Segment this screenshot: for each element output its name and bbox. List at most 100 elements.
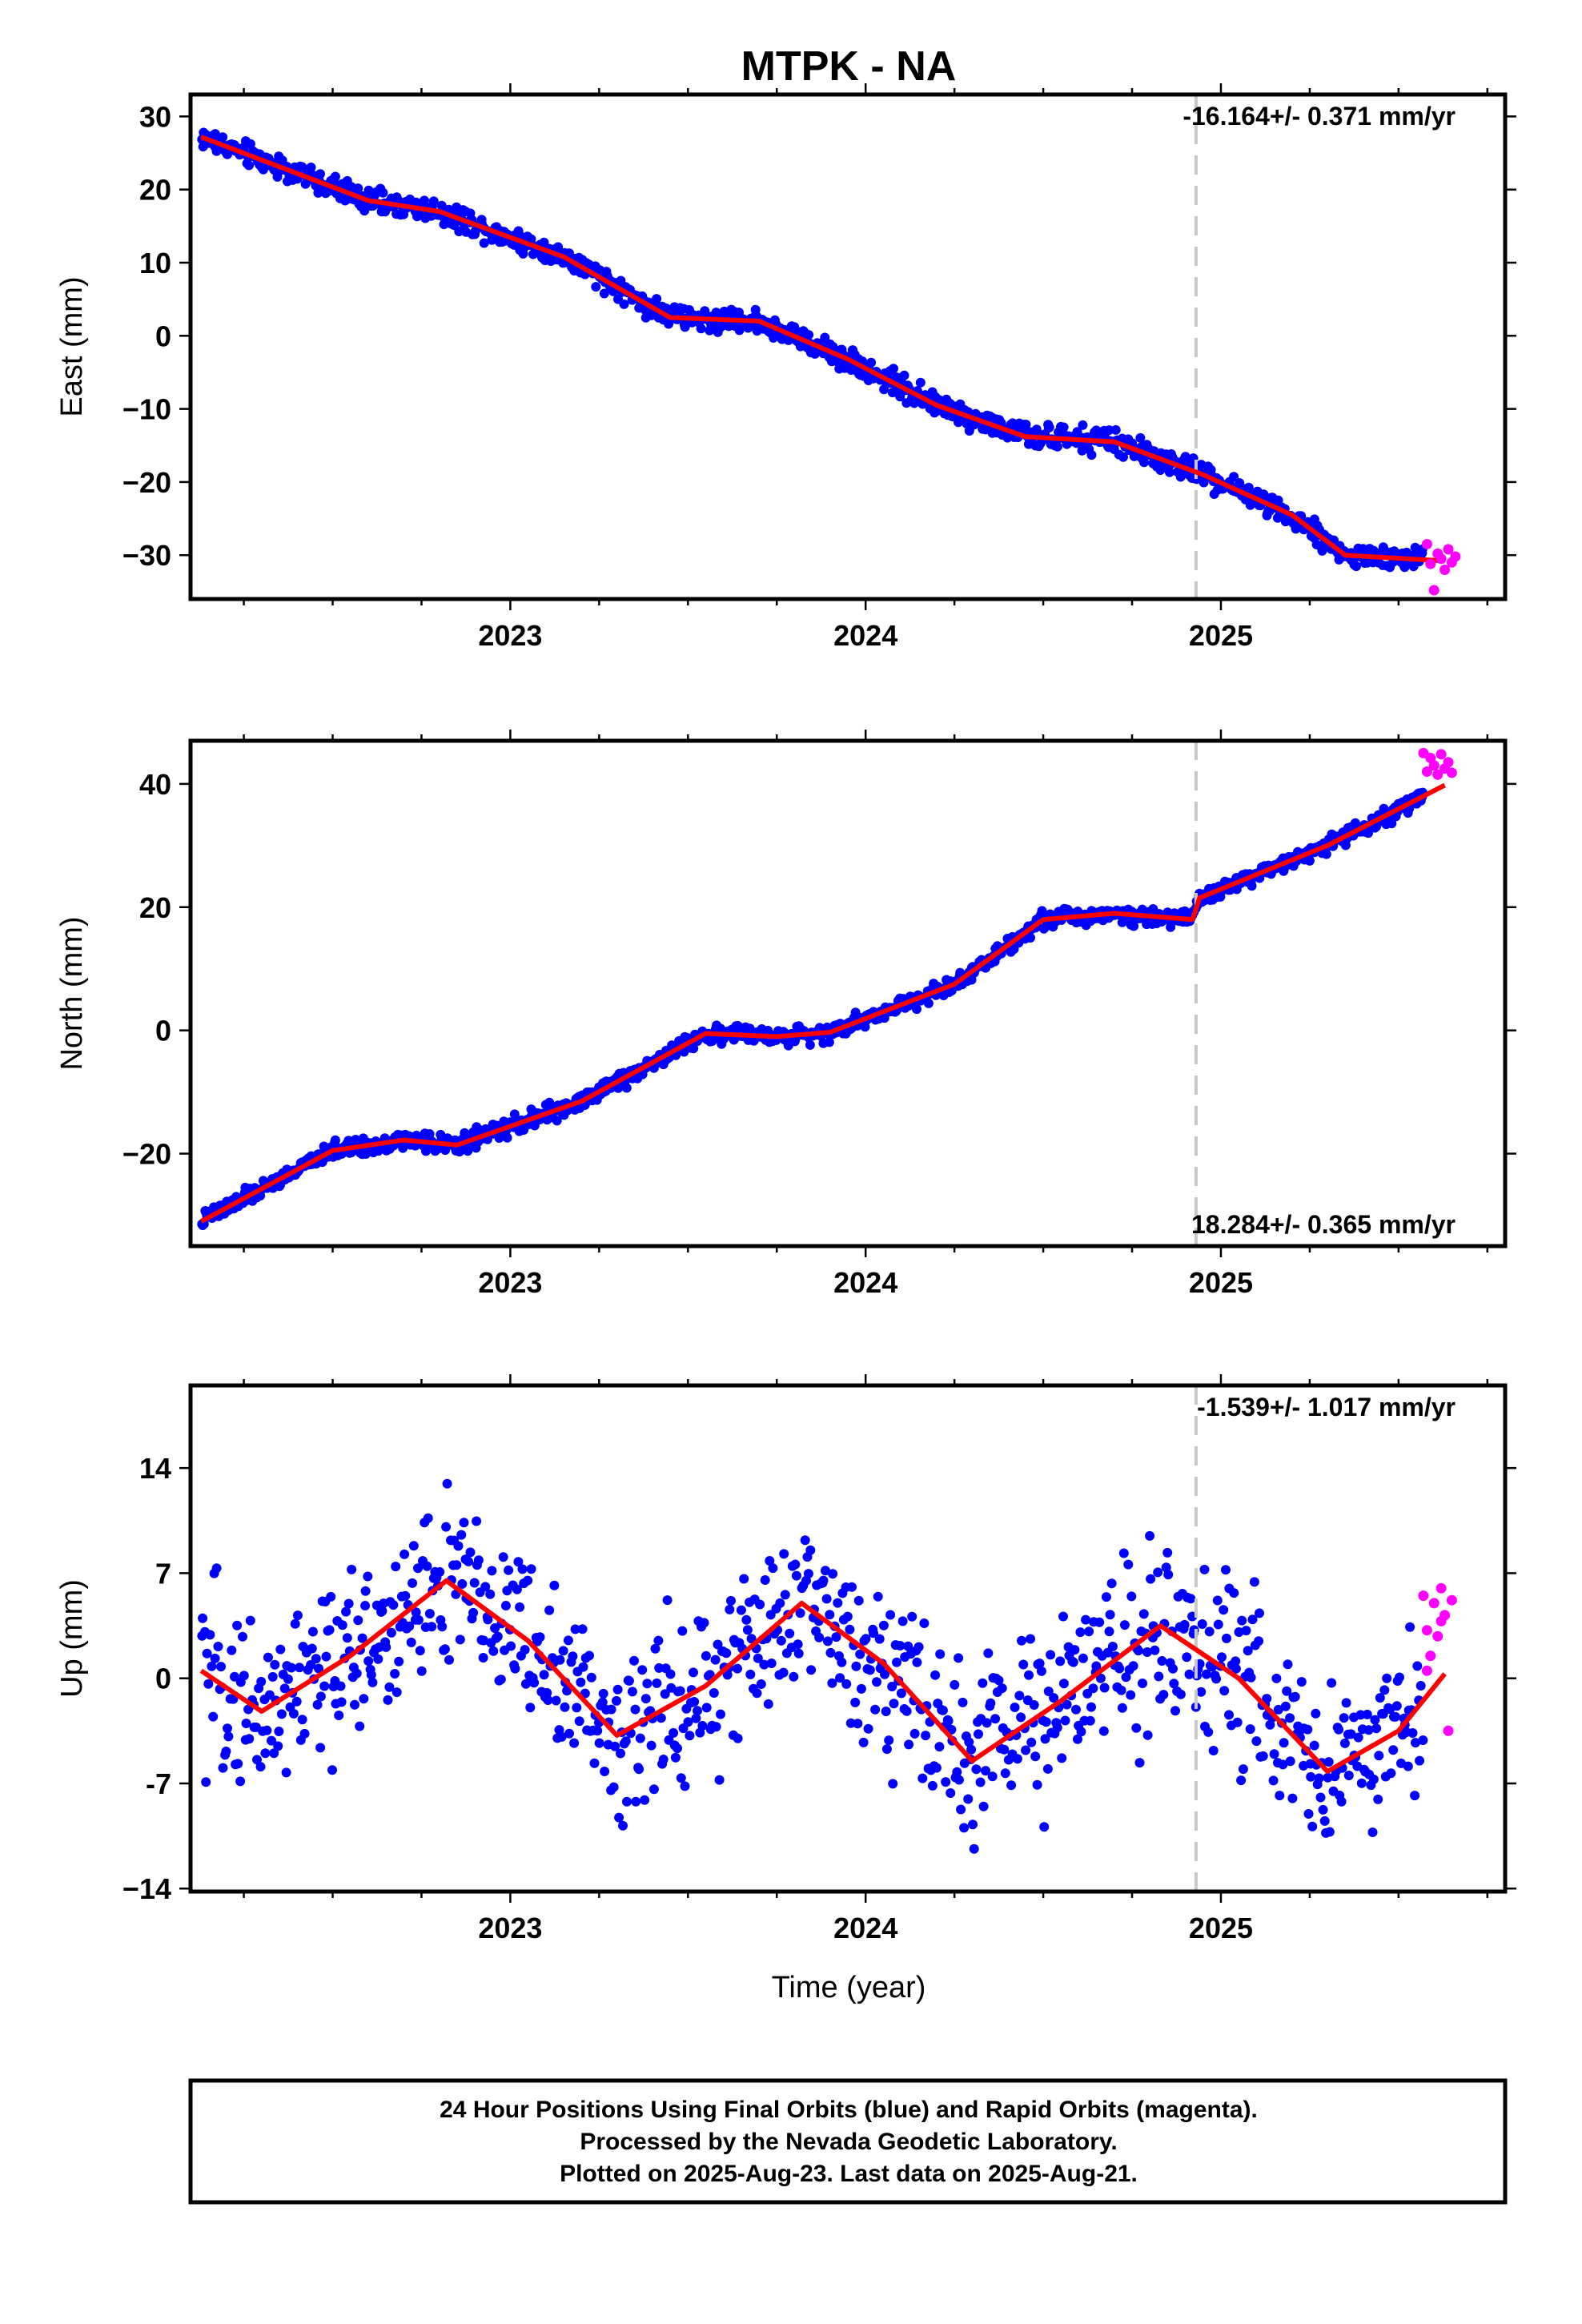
final-orbit-point <box>966 1744 977 1755</box>
final-orbit-point <box>441 1522 452 1532</box>
final-orbit-point <box>469 1578 480 1588</box>
final-orbit-point <box>312 1699 323 1710</box>
final-orbit-point <box>858 1737 869 1747</box>
final-orbit-point <box>391 1687 402 1698</box>
final-orbit-point <box>517 1564 528 1574</box>
final-orbit-point <box>411 1607 421 1618</box>
final-orbit-point <box>1231 1663 1241 1674</box>
final-orbit-point <box>1060 1715 1070 1726</box>
final-orbit-point <box>733 1733 743 1743</box>
final-orbit-point <box>415 1646 425 1656</box>
final-orbit-point <box>1336 1796 1347 1807</box>
final-orbit-point <box>1058 1679 1069 1689</box>
final-orbit-point <box>987 1771 998 1782</box>
final-orbit-point <box>1058 1611 1068 1622</box>
final-orbit-point <box>821 1566 830 1576</box>
final-orbit-point <box>1107 1642 1118 1651</box>
final-orbit-point <box>330 1135 340 1145</box>
final-orbit-point <box>324 1625 335 1635</box>
final-orbit-point <box>1116 1685 1126 1695</box>
final-orbit-point <box>525 1703 536 1713</box>
final-orbit-point <box>721 1648 732 1659</box>
final-orbit-point <box>239 1671 249 1681</box>
rapid-orbit-points <box>1421 539 1461 596</box>
y-tick-label: −30 <box>122 539 171 572</box>
final-orbit-point <box>869 1628 878 1638</box>
final-orbit-point <box>279 1683 290 1694</box>
model-fit-line <box>199 1578 1447 1774</box>
final-orbit-point <box>1076 1727 1086 1737</box>
final-orbit-point <box>1153 1567 1163 1578</box>
final-orbit-point <box>227 1645 237 1655</box>
final-orbit-point <box>1224 1710 1234 1720</box>
final-orbit-point <box>716 1709 725 1719</box>
final-orbit-point <box>974 1729 983 1739</box>
final-orbit-point <box>1021 420 1031 430</box>
final-orbit-point <box>665 1669 676 1679</box>
final-orbit-point <box>658 1755 669 1764</box>
final-orbit-point <box>739 1574 749 1584</box>
final-orbit-point <box>892 1657 901 1667</box>
final-orbit-point <box>614 1812 624 1823</box>
final-orbit-point <box>326 1591 336 1602</box>
final-orbit-point <box>520 1645 530 1655</box>
final-orbit-point <box>1052 1723 1062 1733</box>
final-orbit-point <box>210 129 220 139</box>
final-orbit-point <box>610 1741 620 1751</box>
footer-line-3: Plotted on 2025-Aug-23. Last data on 202… <box>560 2161 1138 2187</box>
final-orbit-point <box>1040 1734 1050 1744</box>
final-orbit-point <box>520 1679 531 1689</box>
final-orbit-point <box>363 1656 374 1667</box>
final-orbit-point <box>935 1649 946 1659</box>
final-orbit-point <box>267 1671 278 1682</box>
final-orbit-point <box>391 1562 401 1572</box>
final-orbit-point <box>207 1661 217 1671</box>
final-orbit-point <box>1186 1594 1196 1604</box>
final-orbit-point <box>791 1570 801 1581</box>
final-orbit-point <box>842 1611 853 1622</box>
final-orbit-point <box>1254 1636 1264 1647</box>
final-orbit-point <box>542 1687 552 1698</box>
final-orbit-point <box>1262 1694 1272 1704</box>
final-orbit-point <box>1236 1775 1247 1786</box>
final-orbit-point <box>912 1657 922 1667</box>
final-orbit-point <box>286 1663 296 1673</box>
final-orbit-point <box>701 1651 711 1661</box>
final-orbit-point <box>1017 1635 1026 1646</box>
final-orbit-point <box>1219 1605 1229 1615</box>
final-orbit-point <box>574 1716 584 1727</box>
final-orbit-point <box>1184 1669 1195 1679</box>
final-orbit-point <box>1024 1670 1034 1680</box>
final-orbit-point <box>851 1661 861 1671</box>
final-orbit-points <box>197 127 1427 573</box>
final-orbit-point <box>384 1682 395 1692</box>
final-orbit-point <box>442 1478 452 1489</box>
final-orbit-point <box>1021 1745 1031 1755</box>
final-orbit-point <box>1411 1738 1420 1748</box>
final-orbit-point <box>986 1698 996 1708</box>
final-orbit-point <box>1118 452 1128 462</box>
final-orbit-point <box>675 1686 685 1696</box>
final-orbit-point <box>878 1620 889 1630</box>
final-orbit-point <box>662 1595 673 1606</box>
final-orbit-point <box>576 1677 586 1687</box>
final-orbit-point <box>1119 1620 1130 1630</box>
final-orbit-point <box>598 1688 608 1699</box>
model-fit-line <box>199 782 1446 1224</box>
final-orbit-point <box>1407 1728 1418 1738</box>
final-orbit-point <box>1362 1709 1372 1719</box>
final-orbit-point <box>523 1575 533 1586</box>
final-orbit-point <box>823 1636 833 1647</box>
final-orbit-point <box>264 1690 275 1700</box>
final-orbit-point <box>1099 1683 1110 1693</box>
final-orbit-point <box>315 1743 326 1753</box>
final-orbit-point <box>1039 1822 1050 1832</box>
y-tick-label: −14 <box>122 1872 171 1905</box>
final-orbit-point <box>1179 906 1190 916</box>
final-orbit-point <box>1265 1719 1275 1730</box>
final-orbit-point <box>956 1804 966 1815</box>
final-orbit-point <box>759 1659 769 1670</box>
final-orbit-point <box>873 1591 883 1602</box>
final-orbit-point <box>453 1541 464 1551</box>
final-orbit-point <box>357 1633 367 1643</box>
